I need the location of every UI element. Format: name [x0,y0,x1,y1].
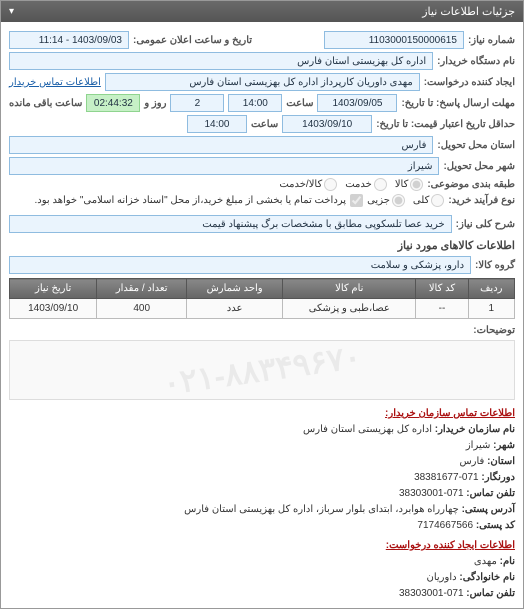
cell-name: عصا،طبی و پزشکی [283,299,416,319]
category-radios: کالا خدمت کالا/خدمت [279,178,423,191]
addr-value: چهارراه هوابرد، ابتدای بلوار سرباز، ادار… [184,504,459,515]
announce-field: 1403/09/03 - 11:14 [9,31,129,49]
col-unit: واحد شمارش [187,279,283,299]
process-note: پرداخت تمام یا بخشی از مبلغ خرید،از محل … [34,195,346,206]
contact-header-2: اطلاعات ایجاد کننده درخواست: [9,538,515,554]
fax-value: 071-38381677 [414,472,479,483]
city-label: شهر محل تحویل: [443,161,515,172]
category-label: طبقه بندی موضوعی: [427,179,515,190]
process-radios: کلی جزیی [367,194,444,207]
province-field: فارس [9,136,433,154]
panel-content: شماره نیاز: 1103000150000615 تاریخ و ساع… [1,22,523,608]
contact-header-1: اطلاعات تماس سازمان خریدار: [9,406,515,422]
validity-label: حداقل تاریخ اعتبار قیمت: تا تاریخ: [376,119,515,130]
cell-unit: عدد [187,299,283,319]
group-label: گروه کالا: [475,260,515,271]
deadline-time: 14:00 [228,94,282,112]
desc-label: توضیحات: [473,325,515,336]
process-checkbox-line: پرداخت تمام یا بخشی از مبلغ خرید،از محل … [34,194,363,207]
subject-field: خرید عصا تلسکوپی مطابق با مشخصات برگ پیش… [9,215,452,233]
cell-idx: 1 [468,299,514,319]
radio-both[interactable]: کالا/خدمت [279,178,337,191]
cphone-value: 071-38303001 [399,588,464,599]
zip-value: 7174667566 [417,520,473,531]
ccity-label: شهر: [493,440,515,451]
deadline-label: مهلت ارسال پاسخ: تا تاریخ: [401,98,515,109]
buyer-label: نام دستگاه خریدار: [437,56,515,67]
group-field: دارو، پزشکی و سلامت [9,256,471,274]
org-label: نام سازمان خریدار: [435,424,515,435]
days-field: 2 [170,94,224,112]
radio-koli-input[interactable] [431,194,444,207]
days-label: روز و [144,98,166,109]
validity-date: 1403/09/10 [282,115,372,133]
ccity-value: شیراز [466,440,491,451]
deadline-date: 1403/09/05 [317,94,397,112]
radio-jozi[interactable]: جزیی [367,194,405,207]
remaining-field: 02:44:32 [86,94,140,112]
radio-kala[interactable]: کالا [395,178,424,191]
process-label: نوع فرآیند خرید: [448,195,515,206]
lname-label: نام خانوادگی: [459,572,515,583]
need-no-label: شماره نیاز: [468,35,515,46]
cprov-label: استان: [487,456,515,467]
buyer-contact-link[interactable]: اطلاعات تماس خریدار [9,77,101,88]
cell-code: -- [416,299,468,319]
col-code: کد کالا [416,279,468,299]
col-qty: تعداد / مقدار [97,279,187,299]
panel-title: جزئیات اطلاعات نیاز [422,5,515,18]
creator-field: مهدی داوریان کارپرداز اداره کل بهزیستی ا… [105,73,420,91]
fname-value: مهدی [474,556,497,567]
org-value: اداره کل بهزیستی استان فارس [303,424,432,435]
remaining-label: ساعت باقی مانده [9,98,82,109]
table-row: 1 -- عصا،طبی و پزشکی عدد 400 1403/09/10 [10,299,515,319]
fname-label: نام: [500,556,515,567]
need-no-field: 1103000150000615 [324,31,464,49]
validity-time: 14:00 [187,115,247,133]
addr-label: آدرس پستی: [462,504,515,515]
watermark-text: ۰۲۱-۸۸۳۴۹۶۷۰ [160,340,363,400]
time-label-2: ساعت [251,119,278,130]
items-table: ردیف کد کالا نام کالا واحد شمارش تعداد /… [9,278,515,319]
fax-label: دورنگار: [481,472,515,483]
phone-label: تلفن تماس: [466,488,515,499]
collapse-icon[interactable]: ▾ [9,6,14,17]
radio-both-input[interactable] [324,178,337,191]
time-label-1: ساعت [286,98,313,109]
items-section-title: اطلاعات کالاهای مورد نیاز [9,239,515,252]
col-name: نام کالا [283,279,416,299]
city-field: شیراز [9,157,439,175]
radio-kala-input[interactable] [410,178,423,191]
description-area: ۰۲۱-۸۸۳۴۹۶۷۰ [9,340,515,400]
cphone-label: تلفن تماس: [466,588,515,599]
cell-date: 1403/09/10 [10,299,97,319]
radio-khedmat[interactable]: خدمت [345,178,387,191]
province-label: استان محل تحویل: [437,140,515,151]
zip-label: کد پستی: [476,520,515,531]
details-panel: جزئیات اطلاعات نیاز ▾ شماره نیاز: 110300… [0,0,524,609]
phone-value: 071-38303001 [399,488,464,499]
subject-label: شرح کلی نیاز: [456,219,515,230]
table-header-row: ردیف کد کالا نام کالا واحد شمارش تعداد /… [10,279,515,299]
treasury-checkbox[interactable] [350,194,363,207]
cprov-value: فارس [459,456,484,467]
creator-label: ایجاد کننده درخواست: [424,77,515,88]
cell-qty: 400 [97,299,187,319]
buyer-field: اداره کل بهزیستی استان فارس [9,52,433,70]
col-date: تاریخ نیاز [10,279,97,299]
radio-khedmat-input[interactable] [374,178,387,191]
radio-koli[interactable]: کلی [413,194,444,207]
panel-header: جزئیات اطلاعات نیاز ▾ [1,1,523,22]
contact-section: اطلاعات تماس سازمان خریدار: نام سازمان خ… [9,406,515,602]
radio-jozi-input[interactable] [392,194,405,207]
col-idx: ردیف [468,279,514,299]
announce-label: تاریخ و ساعت اعلان عمومی: [133,35,252,46]
lname-value: داوریان [427,572,457,583]
